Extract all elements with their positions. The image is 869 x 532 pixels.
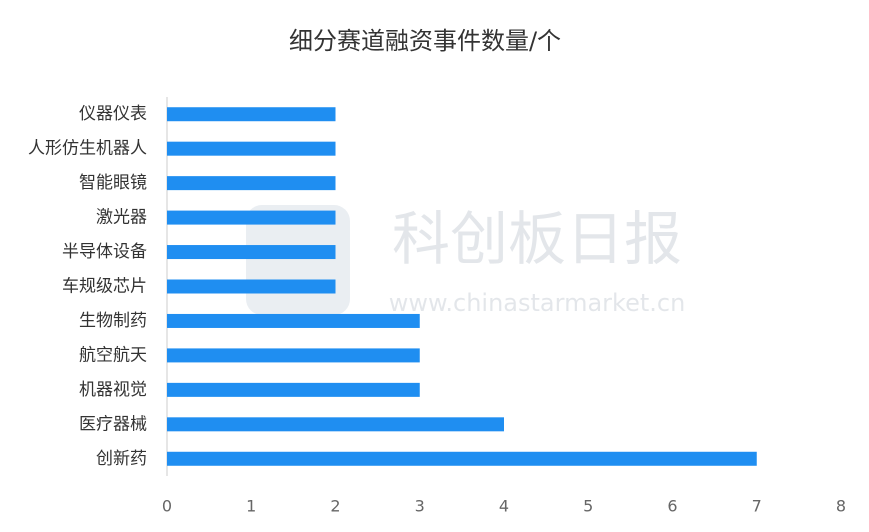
bar [167,245,336,260]
y-tick-label: 半导体设备 [62,242,147,262]
y-tick-label: 人形仿生机器人 [28,139,147,159]
y-tick-label: 车规级芯片 [62,277,147,297]
watermark-title: 科创板日报 [392,205,682,273]
bar [167,279,336,294]
watermark-url: www.chinastarmarket.cn [389,289,686,317]
y-tick-label: 医疗器械 [79,414,147,434]
y-tick-label: 仪器仪表 [79,104,147,124]
x-tick-label: 8 [836,497,846,516]
x-tick-label: 5 [583,497,593,516]
bar [167,348,420,363]
y-tick-label: 激光器 [96,208,147,228]
x-tick-label: 0 [162,497,172,516]
chart-title: 细分赛道融资事件数量/个 [289,27,561,55]
x-tick-label: 1 [246,497,256,516]
y-tick-label: 生物制药 [79,311,147,331]
x-tick-label: 7 [752,497,762,516]
x-tick-label: 3 [415,497,425,516]
bar [167,176,336,191]
bar [167,417,504,432]
bar [167,107,336,122]
bar [167,141,336,156]
bar [167,313,420,328]
x-tick-label: 6 [667,497,677,516]
y-tick-label: 创新药 [96,449,147,469]
x-tick-label: 2 [330,497,340,516]
y-tick-label: 智能眼镜 [79,173,147,193]
bar [167,210,336,225]
bar [167,451,757,466]
y-tick-label: 航空航天 [79,345,147,365]
x-tick-label: 4 [499,497,509,516]
bar [167,382,420,397]
y-tick-label: 机器视觉 [79,380,147,400]
